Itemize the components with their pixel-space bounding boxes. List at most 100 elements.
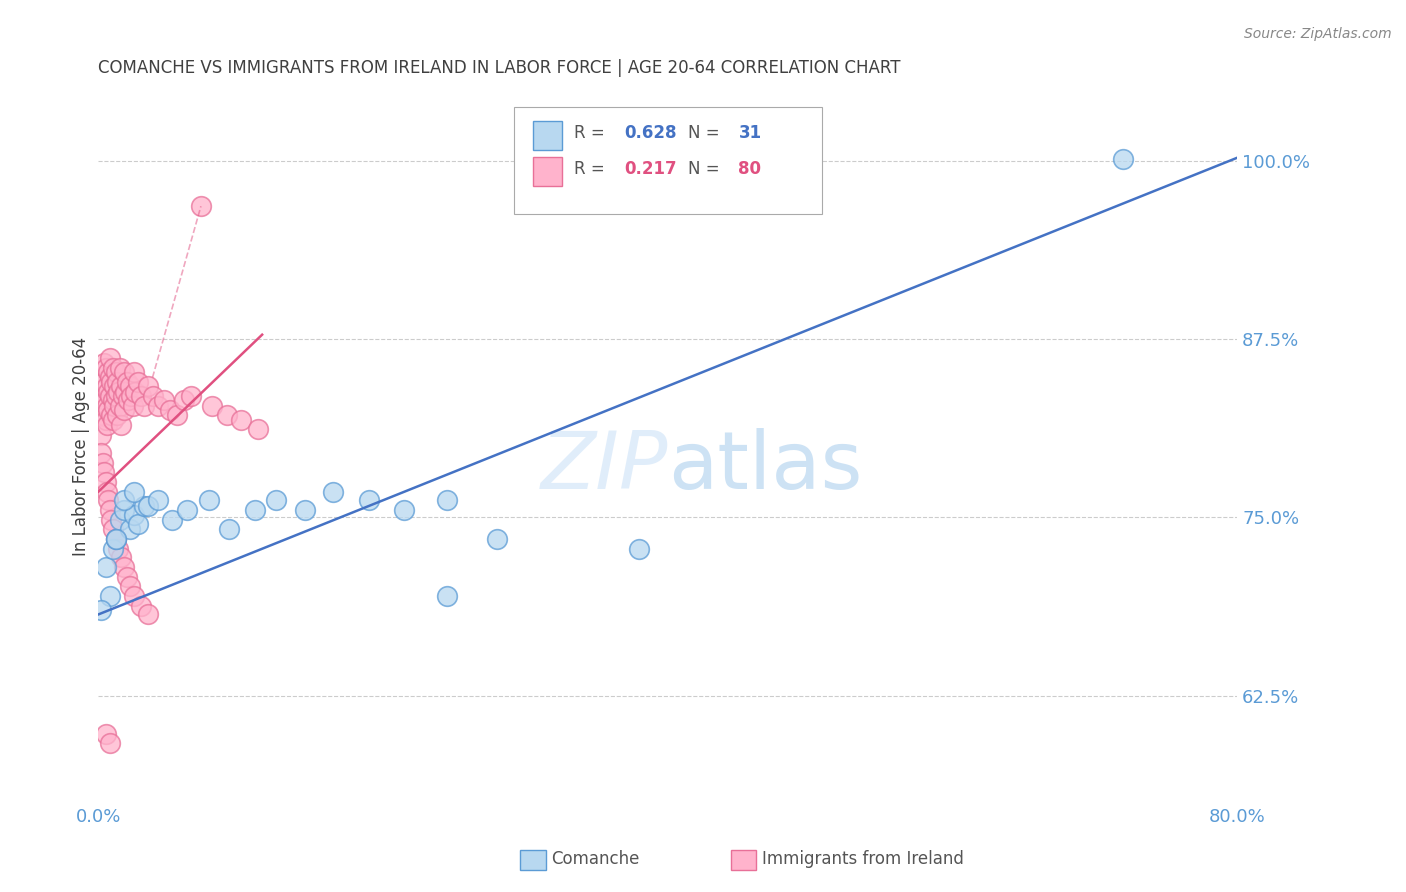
Point [100, 408, 122, 422]
Point [107, 541, 129, 556]
Point [101, 360, 124, 375]
Point [98, 351, 121, 365]
Point [120, 389, 142, 403]
Point [190, 199, 212, 213]
Point [122, 589, 145, 603]
Point [107, 384, 129, 399]
Point [112, 493, 135, 508]
Point [246, 422, 269, 436]
Point [97, 403, 120, 417]
Point [215, 408, 238, 422]
Bar [533, 121, 562, 150]
Point [111, 389, 134, 403]
Point [96, 379, 118, 393]
Point [110, 417, 132, 432]
Point [159, 403, 181, 417]
Point [103, 379, 125, 393]
Point [118, 522, 141, 536]
Point [91, 408, 114, 422]
Point [141, 389, 163, 403]
Point [104, 532, 127, 546]
Point [117, 393, 139, 408]
Point [98, 389, 121, 403]
Point [110, 379, 132, 393]
Point [101, 393, 124, 408]
Text: 31: 31 [738, 125, 762, 143]
Point [176, 503, 198, 517]
Point [101, 522, 124, 536]
Point [124, 384, 146, 399]
Point [294, 503, 316, 517]
Point [94, 727, 117, 741]
Point [136, 499, 159, 513]
Point [153, 393, 176, 408]
Point [129, 599, 152, 613]
Point [436, 589, 458, 603]
Point [115, 375, 138, 389]
Point [96, 484, 118, 499]
Point [243, 503, 266, 517]
Text: R =: R = [575, 161, 610, 178]
Text: COMANCHE VS IMMIGRANTS FROM IRELAND IN LABOR FORCE | AGE 20-64 CORRELATION CHART: COMANCHE VS IMMIGRANTS FROM IRELAND IN L… [98, 59, 901, 77]
Text: Comanche: Comanche [551, 850, 640, 868]
Point [266, 493, 288, 508]
Point [148, 399, 170, 413]
Point [112, 560, 135, 574]
Text: 80: 80 [738, 161, 762, 178]
Y-axis label: In Labor Force | Age 20-64: In Labor Force | Age 20-64 [72, 336, 90, 556]
Point [98, 589, 121, 603]
Point [90, 427, 112, 442]
Point [129, 389, 152, 403]
Point [173, 393, 195, 408]
Point [114, 384, 136, 399]
Point [122, 508, 145, 522]
Point [91, 389, 114, 403]
Point [94, 475, 117, 489]
Point [121, 399, 143, 413]
Point [166, 408, 188, 422]
Point [136, 379, 159, 393]
Point [127, 517, 149, 532]
Point [218, 522, 240, 536]
Point [97, 493, 120, 508]
Point [90, 446, 112, 460]
FancyBboxPatch shape [515, 107, 821, 214]
Point [94, 393, 117, 408]
Point [198, 493, 221, 508]
Text: 0.217: 0.217 [624, 161, 678, 178]
Point [322, 484, 344, 499]
Point [357, 493, 380, 508]
Point [93, 465, 115, 479]
Point [94, 560, 117, 574]
Text: ZIP: ZIP [540, 428, 668, 507]
Text: Immigrants from Ireland: Immigrants from Ireland [762, 850, 965, 868]
Point [96, 399, 118, 413]
Point [162, 513, 184, 527]
Point [110, 550, 132, 565]
Point [98, 503, 121, 517]
Point [100, 513, 122, 527]
Point [104, 532, 127, 546]
Point [90, 603, 112, 617]
Point [132, 399, 155, 413]
Point [94, 360, 117, 375]
Point [108, 513, 131, 527]
Point [132, 499, 155, 513]
Point [122, 484, 145, 499]
Point [96, 417, 118, 432]
Point [136, 607, 159, 622]
Point [93, 375, 115, 389]
Bar [533, 157, 562, 186]
Point [201, 399, 224, 413]
Point [105, 375, 128, 389]
Point [98, 370, 121, 384]
Text: Source: ZipAtlas.com: Source: ZipAtlas.com [1244, 27, 1392, 41]
Point [94, 413, 117, 427]
Point [104, 389, 127, 403]
Point [112, 365, 135, 379]
Point [122, 365, 145, 379]
Point [628, 541, 651, 556]
Point [97, 365, 120, 379]
Point [100, 375, 122, 389]
Point [91, 456, 114, 470]
